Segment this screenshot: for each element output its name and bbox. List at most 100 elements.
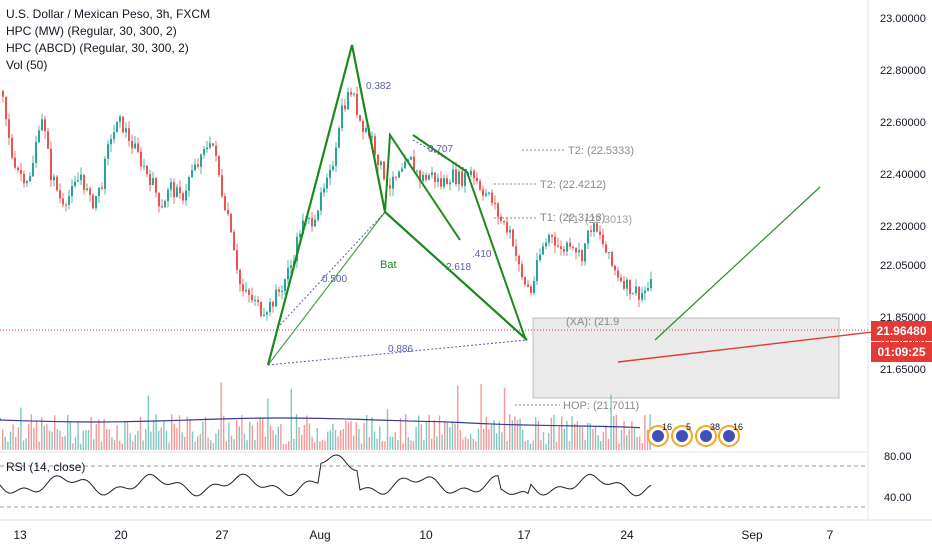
candle-body (26, 181, 28, 184)
volume-bar (189, 419, 191, 450)
volume-bar (558, 426, 560, 450)
volume-bar (22, 440, 25, 450)
candle-body (464, 172, 466, 186)
candle-body (101, 187, 103, 189)
volume-bar (145, 429, 147, 450)
volume-bar (293, 438, 295, 450)
candle-body (500, 216, 502, 221)
rsi-legend[interactable]: RSI (14, close) (6, 460, 86, 474)
legend-hpc-mw[interactable]: HPC (MW) (Regular, 30, 300, 2) (6, 24, 177, 38)
candle-body (122, 116, 124, 133)
candle-body (29, 176, 31, 182)
volume-bar (459, 429, 461, 450)
legend-volume[interactable]: Vol (50) (6, 58, 48, 72)
volume-bar (633, 427, 636, 450)
volume-bar (527, 439, 529, 450)
candle-body (86, 188, 88, 190)
candle-body (365, 128, 367, 132)
y-tick-label: 22.40000 (880, 169, 926, 181)
volume-bar (121, 443, 123, 450)
candle-body (329, 169, 331, 178)
candle-body (587, 230, 589, 244)
volume-bar (124, 421, 126, 450)
candle-body (527, 284, 529, 287)
volume-bar (181, 432, 183, 450)
candle-body (59, 190, 61, 199)
volume-bar (67, 414, 69, 450)
volume-bar (418, 415, 420, 450)
candle-body (560, 246, 562, 249)
fib-label: 0.382 (366, 81, 391, 92)
volume-bar (415, 427, 417, 450)
volume-bar (301, 434, 303, 450)
y-tick-label: 22.80000 (880, 65, 926, 77)
volume-bar (576, 421, 578, 450)
volume-bar (197, 436, 199, 450)
volume-bar (644, 415, 646, 450)
candle-body (290, 265, 292, 268)
volume-bar (20, 407, 22, 450)
candle-body (554, 236, 556, 246)
candle-body (251, 294, 253, 301)
candle-body (110, 138, 112, 145)
volume-bar (264, 436, 266, 450)
candle-body (485, 193, 487, 196)
x-tick-label: 13 (13, 528, 27, 542)
volume-bar (620, 429, 623, 450)
candle-body (236, 250, 238, 270)
volume-bar (9, 431, 12, 450)
candle-body (242, 284, 244, 292)
candle-body (146, 165, 148, 175)
volume-bar (462, 439, 464, 450)
volume-bar (108, 429, 110, 450)
volume-bar (256, 421, 259, 450)
volume-bar (516, 420, 519, 450)
volume-bar (178, 415, 181, 450)
candle-body (458, 171, 460, 185)
volume-bar (17, 427, 19, 450)
candle-body (317, 210, 319, 220)
y-tick-label: 22.05000 (880, 260, 926, 272)
volume-bar (191, 431, 194, 450)
candle-body (74, 181, 76, 186)
volume-bar (56, 429, 58, 450)
candle-body (152, 178, 154, 185)
pattern-zone-box (532, 317, 840, 399)
volume-bar (38, 441, 40, 450)
volume-bar (485, 416, 487, 450)
event-badge-count: 16 (733, 422, 743, 432)
candle-body (98, 187, 100, 196)
candle-body (614, 265, 616, 271)
volume-bar (381, 441, 383, 450)
candle-body (572, 246, 574, 248)
volume-bar (446, 422, 448, 450)
rsi-tick-label: 80.00 (884, 451, 912, 463)
volume-bar (280, 424, 282, 450)
candle-body (272, 301, 274, 307)
volume-bar (7, 441, 9, 450)
volume-bar (389, 436, 391, 450)
candle-body (119, 116, 121, 122)
legend-hpc-abcd[interactable]: HPC (ABCD) (Regular, 30, 300, 2) (6, 41, 189, 55)
volume-bar (337, 436, 339, 450)
volume-bar (82, 430, 84, 450)
volume-bar (553, 414, 555, 450)
candle-body (14, 157, 16, 168)
volume-bar (373, 431, 376, 450)
volume-bar (376, 438, 378, 450)
candle-body (392, 176, 394, 189)
candle-body (314, 219, 316, 227)
volume-bar (54, 415, 56, 450)
volume-bar (30, 414, 32, 450)
volume-bar (103, 419, 105, 450)
candle-body (266, 312, 268, 315)
volume-bar (134, 434, 136, 450)
candle-body (248, 289, 250, 295)
volume-bar (48, 430, 51, 450)
x-tick-label: 27 (215, 528, 229, 542)
volume-bar (69, 421, 71, 450)
candle-body (362, 120, 364, 132)
candle-body (5, 96, 7, 120)
